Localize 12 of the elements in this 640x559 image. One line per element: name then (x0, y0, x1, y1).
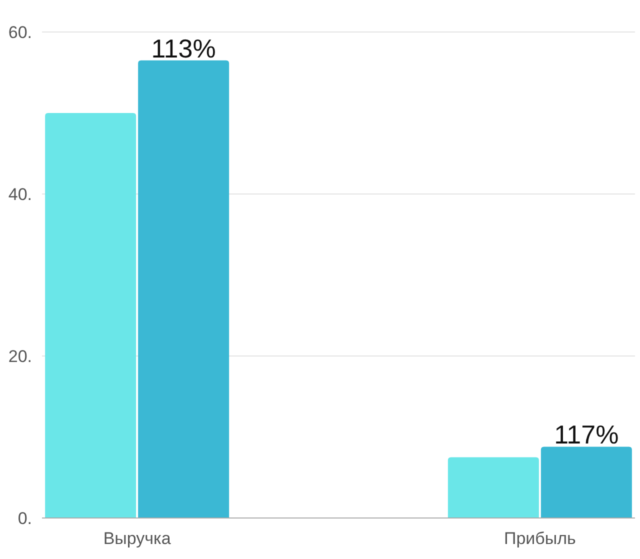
bar (540, 446, 632, 518)
bar (138, 60, 230, 518)
x-tick-label: Выручка (103, 529, 172, 548)
annotation: 117% (554, 420, 619, 450)
y-tick-label: 60. (8, 23, 32, 42)
bar (45, 113, 136, 518)
x-tick-label: Прибыль (504, 529, 576, 548)
y-tick-label: 20. (8, 347, 32, 366)
bar (448, 457, 539, 518)
y-tick-label: 40. (8, 185, 32, 204)
annotation: 113% (151, 33, 216, 64)
y-tick-label: 0. (18, 509, 32, 528)
